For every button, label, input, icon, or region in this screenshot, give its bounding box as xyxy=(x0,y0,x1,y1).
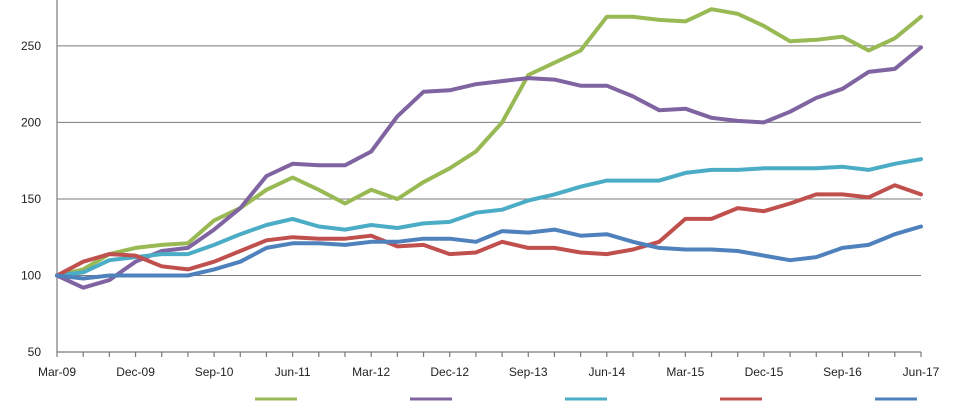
x-tick-label: Sep-10 xyxy=(195,365,234,379)
x-tick-label: Jun-14 xyxy=(588,365,625,379)
x-tick-label: Mar-09 xyxy=(38,365,76,379)
series-line-5 xyxy=(55,224,923,281)
x-tick-label: Mar-15 xyxy=(666,365,704,379)
y-tick-labels: 50 100 150 200 250 xyxy=(21,39,41,359)
gridlines xyxy=(57,45,921,276)
axes xyxy=(56,0,922,357)
y-tick-label: 100 xyxy=(21,268,41,282)
x-tick-label: Mar-12 xyxy=(352,365,390,379)
x-tick-label: Sep-16 xyxy=(823,365,862,379)
x-tick-label: Dec-12 xyxy=(430,365,469,379)
series-line-1 xyxy=(55,7,923,278)
series-line-2 xyxy=(55,45,923,290)
series-lines xyxy=(55,7,923,290)
x-tick-label: Dec-15 xyxy=(745,365,784,379)
x-tick-labels: Mar-09 Dec-09 Sep-10 Jun-11 Mar-12 Dec-12 Sep-… xyxy=(38,365,940,379)
series-line-4 xyxy=(55,183,923,278)
y-tick-label: 200 xyxy=(21,115,41,129)
y-tick-label: 250 xyxy=(21,39,41,53)
x-tick-label: Jun-17 xyxy=(903,365,940,379)
x-tick-label: Sep-13 xyxy=(509,365,548,379)
x-tick-label: Dec-09 xyxy=(116,365,155,379)
y-tick-label: 50 xyxy=(28,345,42,359)
series-line-3 xyxy=(55,157,923,278)
x-tick-label: Jun-11 xyxy=(275,365,311,379)
y-tick-label: 150 xyxy=(21,192,41,206)
